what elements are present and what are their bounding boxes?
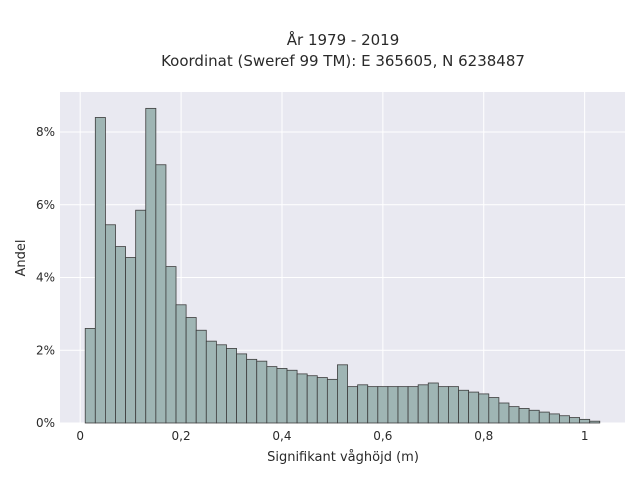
histogram-bar [296,373,308,424]
histogram-bar [195,329,207,424]
chart-title-line-1: År 1979 - 2019 [287,30,400,49]
chart-title-line-2: Koordinat (Sweref 99 TM): E 365605, N 62… [161,52,525,70]
histogram-bar [468,391,480,424]
histogram-bar [559,415,570,424]
histogram-bar [508,406,520,424]
x-tick-label: 1 [581,429,589,443]
histogram-bar [579,418,591,424]
x-tick-label: 0,6 [373,429,392,443]
histogram-bar [266,366,278,424]
histogram-bar [478,393,490,424]
histogram-bar [417,384,429,424]
x-tick-label: 0 [76,429,84,443]
histogram-bar [145,107,157,424]
histogram-bar [155,164,167,424]
histogram-bar [205,340,217,424]
histogram-bar [528,409,540,424]
histogram-bar [367,386,379,424]
y-tick-label: 0% [36,416,55,430]
histogram-bar [246,358,258,424]
tick-labels: 0 0,2 0,4 0,6 0,8 1 0% 2% 4% 6% 8% [36,125,589,443]
histogram-bar [286,369,298,424]
histogram-bar [548,413,560,424]
histogram-bar [407,386,419,424]
histogram-bar [458,389,470,424]
histogram-bar [135,209,147,424]
histogram-bar [569,417,580,424]
histogram-bar [427,382,439,424]
histogram-bar [387,386,399,424]
histogram-bar [357,384,369,424]
histogram-bar [236,353,248,424]
y-tick-label: 4% [36,271,55,285]
x-tick-label: 0,4 [272,429,291,443]
histogram-bar [488,397,500,424]
x-axis-title: Signifikant våghöjd (m) [267,450,419,465]
histogram-bar [397,386,409,424]
histogram-bar [165,266,177,424]
histogram-bar [125,257,137,424]
histogram-bar [316,377,328,424]
histogram-bar [337,364,348,424]
histogram-bar [306,375,318,424]
histogram-bar [84,328,96,424]
y-tick-label: 8% [36,125,55,139]
x-tick-label: 0,8 [474,429,493,443]
histogram-bar [326,378,338,424]
histogram-bar [589,420,601,424]
histogram-bar [518,408,530,424]
x-tick-label: 0,2 [172,429,191,443]
histogram-bar [276,368,288,424]
histogram-bar [115,246,126,424]
histogram-bar [185,317,197,424]
histogram-bar [256,360,268,424]
histogram-bar [347,386,359,424]
y-tick-label: 6% [36,198,55,212]
bars [84,107,601,424]
histogram-bar [448,386,459,424]
histogram-bar [498,402,510,424]
histogram-bar [105,224,116,424]
y-tick-label: 2% [36,343,55,357]
histogram-bar [226,348,237,424]
histogram-bar [538,411,550,424]
histogram-bar [215,344,227,424]
histogram-bar [377,386,389,424]
histogram-bar [437,386,449,424]
histogram-bar [94,117,106,424]
histogram-bar [175,304,187,424]
y-axis-title: Andel [14,240,29,277]
